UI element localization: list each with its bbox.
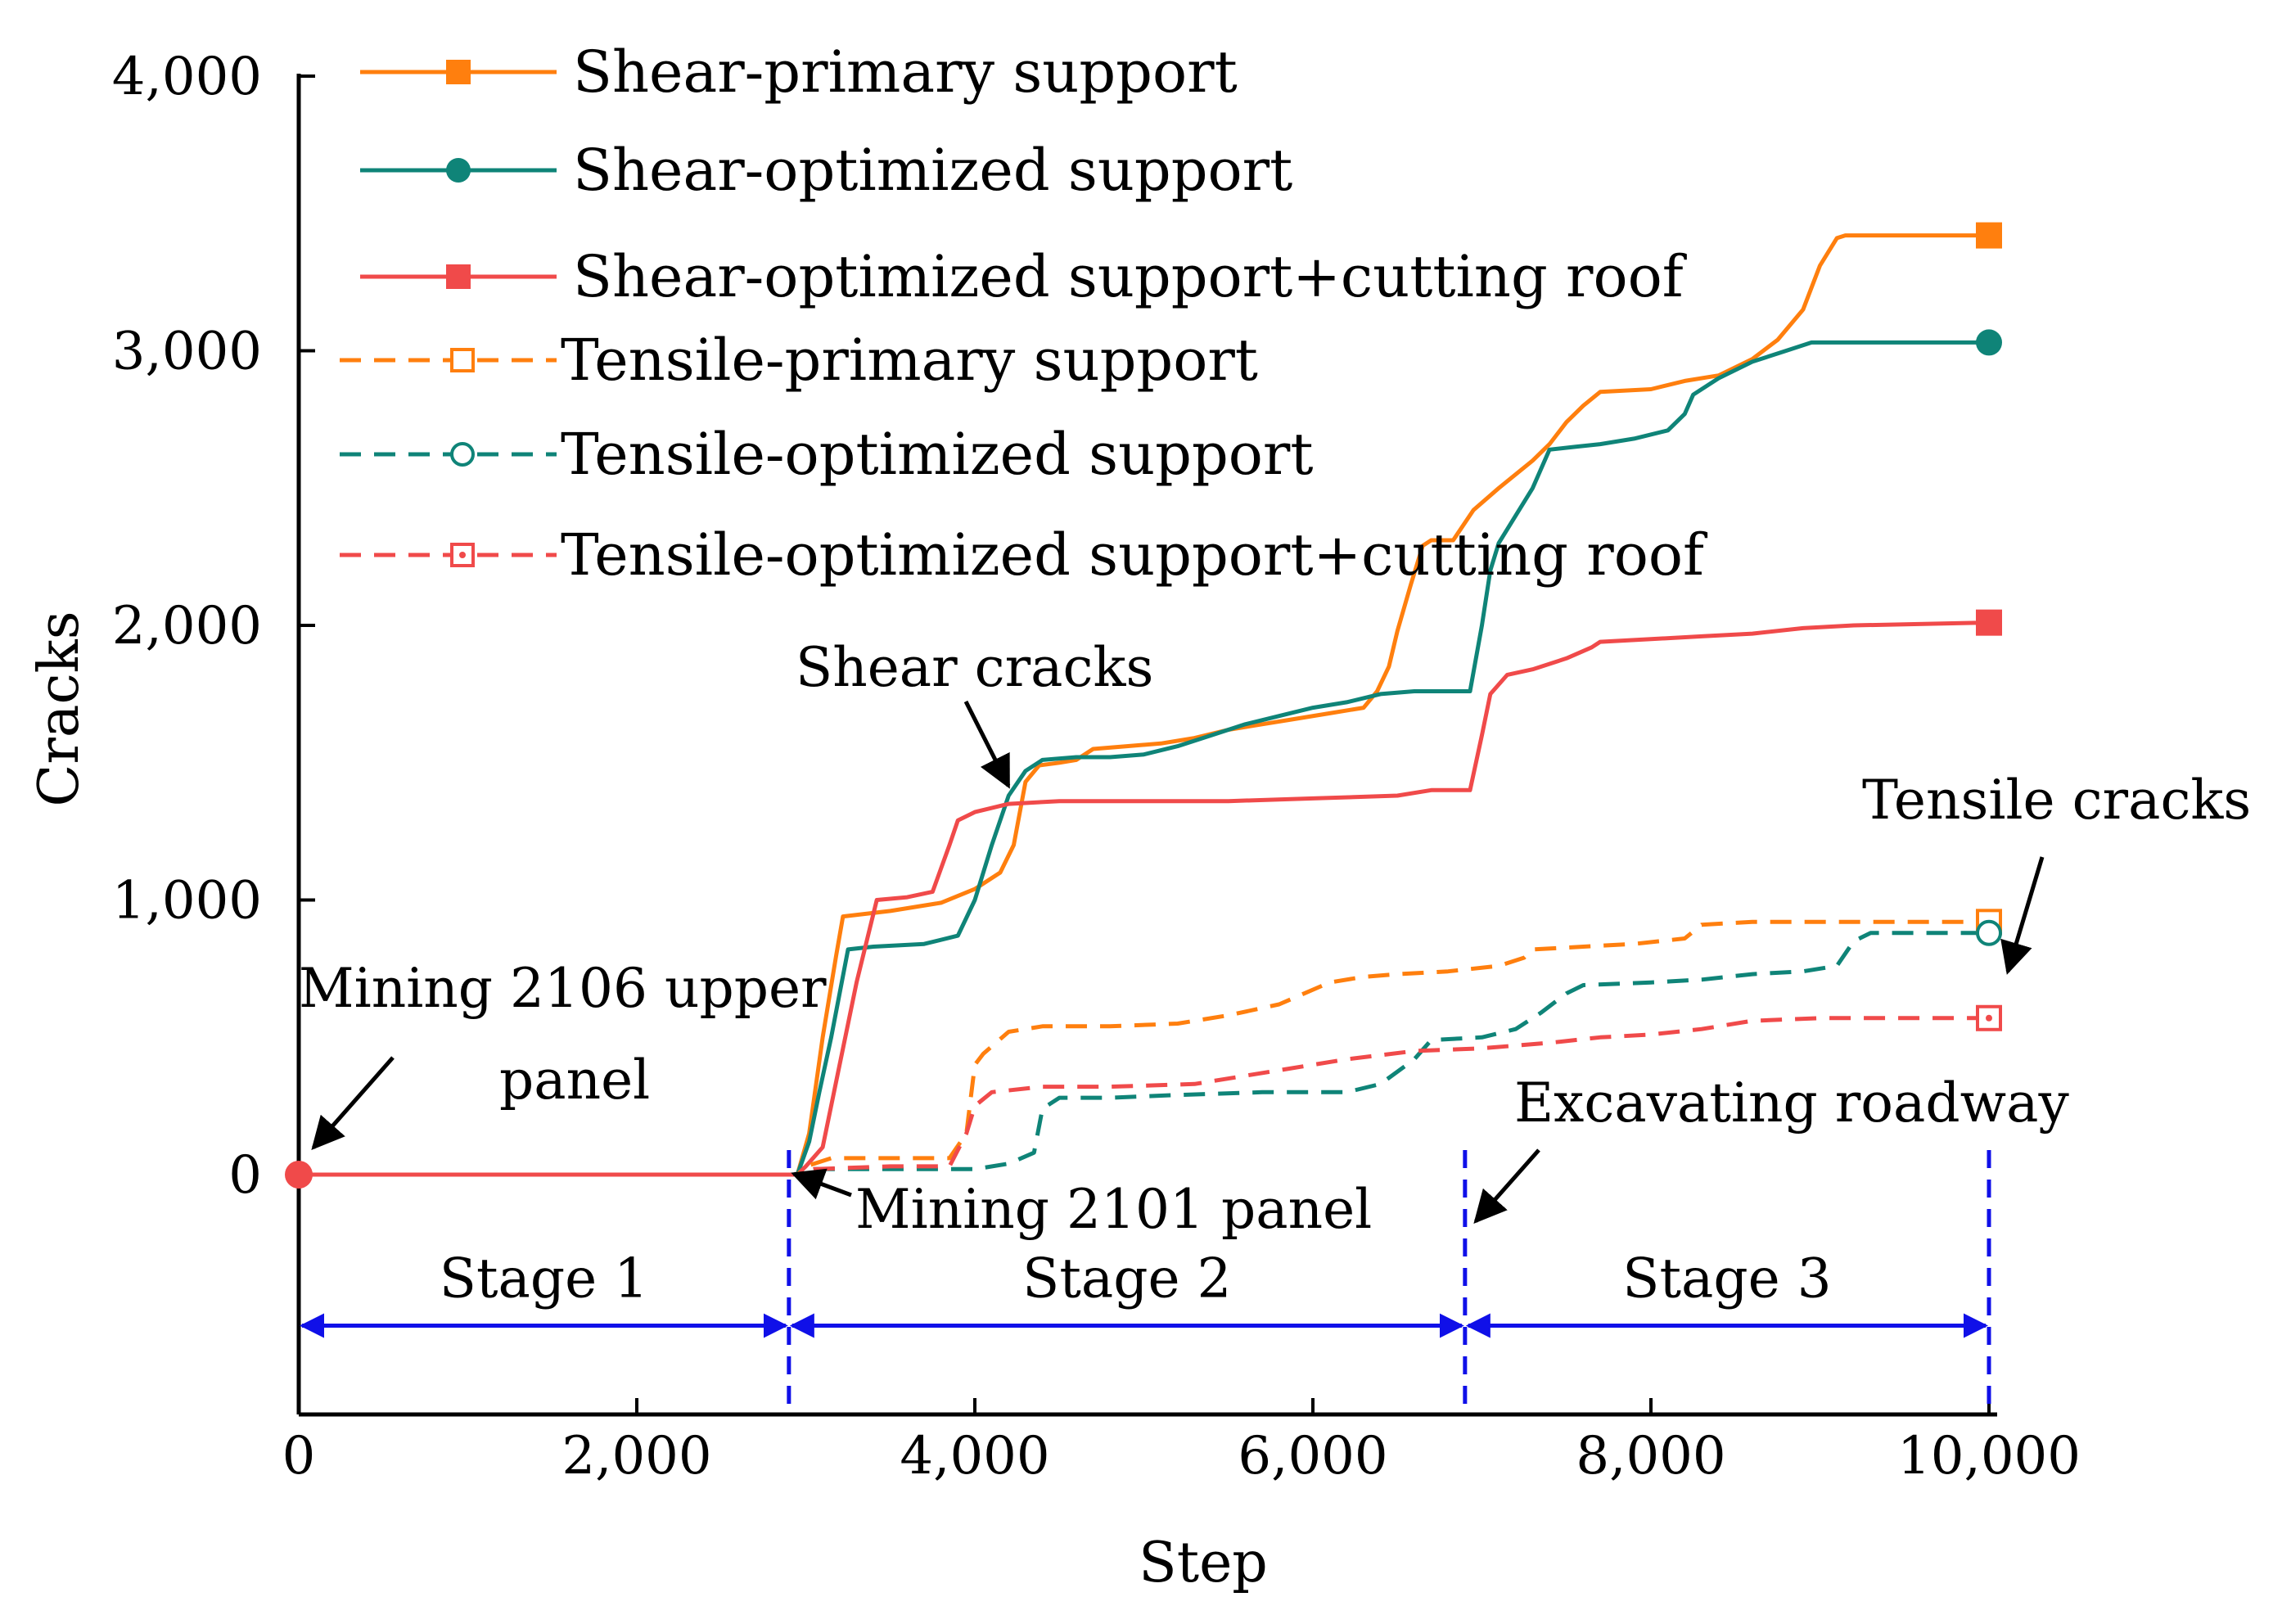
annotation-shear-cracks-arrow [963, 700, 1011, 789]
series-start-marker [285, 1161, 313, 1189]
y-tick-label: 3,000 [112, 322, 262, 382]
x-tick-label: 10,000 [1897, 1426, 2081, 1486]
legend: Shear-primary support Shear-optimized sup… [340, 38, 1708, 589]
series-end-marker [1976, 1004, 2002, 1031]
series-end-marker-dot [1986, 1014, 1992, 1022]
series-line-1 [299, 233, 1989, 1177]
annotation-mining-2101: Mining 2101 panel [855, 1178, 1372, 1241]
x-ticks: 0 2,000 4,000 6,000 8,000 10,000 [282, 1398, 2081, 1486]
legend-entry-5: Tensile-optimized support [340, 421, 1314, 488]
legend-entry-6: Tensile-optimized support+cutting roof [340, 521, 1708, 589]
legend-label: Tensile-primary support [561, 327, 1258, 394]
series-line-2 [299, 340, 1989, 1177]
annotation-excavating-arrow [1473, 1148, 1540, 1224]
axes [296, 74, 1997, 1417]
stage-label: Stage 1 [440, 1247, 648, 1310]
annotation-tensile-cracks-arrow [2000, 856, 2045, 975]
x-tick-label: 4,000 [900, 1426, 1049, 1486]
y-ticks: 0 1,000 2,000 3,000 4,000 [112, 47, 315, 1206]
series-line-3 [299, 620, 1990, 1177]
legend-entry-2: Shear-optimized support [360, 137, 1292, 204]
series-end-marker [1976, 609, 2002, 636]
x-tick-label: 6,000 [1238, 1426, 1387, 1486]
annotation-mining-2106-line2: panel [499, 1049, 650, 1112]
stage-label: Stage 2 [1022, 1247, 1231, 1310]
annotations: Mining 2106 upper panel Mining 2101 pane… [299, 636, 2251, 1241]
legend-marker-box [450, 543, 475, 567]
legend-entry-3: Shear-optimized support+cutting roof [360, 243, 1688, 310]
annotation-mining-2106-arrow [311, 1056, 395, 1151]
legend-marker [450, 543, 475, 567]
x-tick-label: 0 [282, 1426, 316, 1486]
y-tick-label: 4,000 [112, 47, 262, 107]
legend-marker-dot [459, 552, 466, 558]
legend-marker [446, 264, 471, 289]
series-end-marker [1976, 919, 2002, 946]
x-tick-label: 8,000 [1576, 1426, 1725, 1486]
series-lines [299, 233, 1990, 1177]
series-end-marker [1976, 329, 2002, 356]
stage-label: Stage 3 [1622, 1247, 1831, 1310]
x-tick-label: 2,000 [561, 1426, 711, 1486]
legend-marker [446, 158, 471, 183]
series-end-markers [285, 222, 2002, 1189]
stage-markers: Stage 1 Stage 2 Stage 3 [300, 1150, 1991, 1414]
legend-entry-1: Shear-primary support [360, 38, 1238, 106]
series-line-4 [299, 919, 1989, 1177]
y-axis-title: Cracks [27, 611, 92, 806]
annotation-mining-2106-line1: Mining 2106 upper [299, 957, 827, 1020]
annotation-tensile-cracks: Tensile cracks [1862, 769, 2251, 832]
legend-label: Tensile-optimized support [561, 421, 1314, 488]
y-tick-label: 2,000 [112, 596, 262, 656]
y-tick-label: 0 [228, 1145, 262, 1206]
legend-marker [450, 348, 475, 372]
legend-label: Shear-primary support [573, 38, 1238, 106]
series-end-marker [1976, 222, 2002, 249]
annotation-mining-2101-arrow [791, 1168, 852, 1200]
legend-marker [450, 442, 475, 467]
y-tick-label: 1,000 [112, 871, 262, 932]
legend-entry-4: Tensile-primary support [340, 327, 1258, 394]
x-axis-title: Step [1139, 1531, 1268, 1595]
legend-marker [446, 60, 471, 84]
legend-label: Shear-optimized support [573, 137, 1292, 204]
series-line-6 [299, 1016, 1989, 1177]
annotation-shear-cracks: Shear cracks [796, 636, 1153, 699]
legend-label: Tensile-optimized support+cutting roof [561, 521, 1708, 589]
annotation-excavating-roadway: Excavating roadway [1514, 1071, 2069, 1135]
legend-label: Shear-optimized support+cutting roof [573, 243, 1688, 310]
series-line-5 [299, 931, 1989, 1177]
